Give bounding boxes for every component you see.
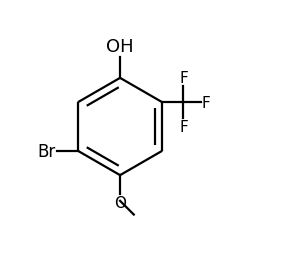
Text: Br: Br [38,142,56,160]
Text: F: F [202,95,211,110]
Text: F: F [179,71,188,86]
Text: OH: OH [106,38,134,56]
Text: F: F [179,120,188,135]
Text: O: O [114,195,126,210]
